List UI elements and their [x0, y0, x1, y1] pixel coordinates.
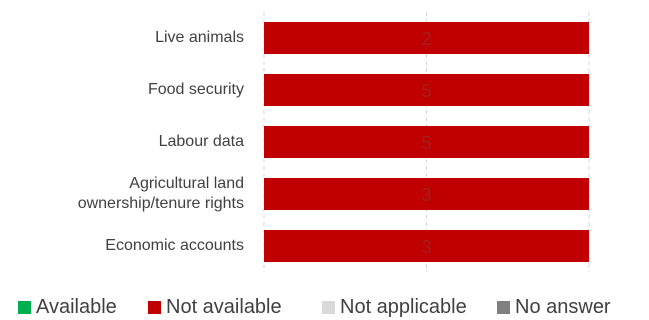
- category-label-2: Labour data: [158, 133, 244, 150]
- legend-swatch-not-applicable: [322, 301, 335, 314]
- legend-item-available: Available: [18, 296, 117, 319]
- legend-label-no-answer: No answer: [515, 296, 611, 318]
- bar-1-series-1: [264, 74, 589, 106]
- stacked-bar-chart: 2 5 5 3 3: [263, 12, 590, 272]
- bar-4-series-1: [264, 230, 589, 262]
- legend-label-available: Available: [36, 296, 117, 318]
- data-label-2: 5: [421, 133, 431, 153]
- legend-label-not-available: Not available: [166, 296, 282, 318]
- category-label-1: Food security: [147, 81, 244, 98]
- data-label-1: 5: [421, 81, 431, 101]
- data-label-3: 3: [421, 185, 431, 205]
- bar-3-series-1: [264, 178, 589, 210]
- legend-swatch-no-answer: [497, 301, 510, 314]
- data-label-4: 3: [421, 237, 431, 257]
- legend-item-not-available: Not available: [148, 296, 282, 319]
- category-label-3: Agricultural land ownership/tenure right…: [77, 175, 244, 212]
- data-label-0: 2: [421, 29, 431, 49]
- chart-legend: Available Not available Not applicable N…: [0, 292, 649, 320]
- category-label-4: Economic accounts: [105, 237, 244, 254]
- legend-swatch-not-available: [148, 301, 161, 314]
- legend-item-not-applicable: Not applicable: [322, 296, 467, 319]
- legend-swatch-available: [18, 301, 31, 314]
- bar-2-series-1: [264, 126, 589, 158]
- legend-label-not-applicable: Not applicable: [340, 296, 467, 318]
- category-label-0: Live animals: [155, 29, 244, 46]
- legend-item-no-answer: No answer: [497, 296, 611, 319]
- bar-0-series-1: [264, 22, 589, 54]
